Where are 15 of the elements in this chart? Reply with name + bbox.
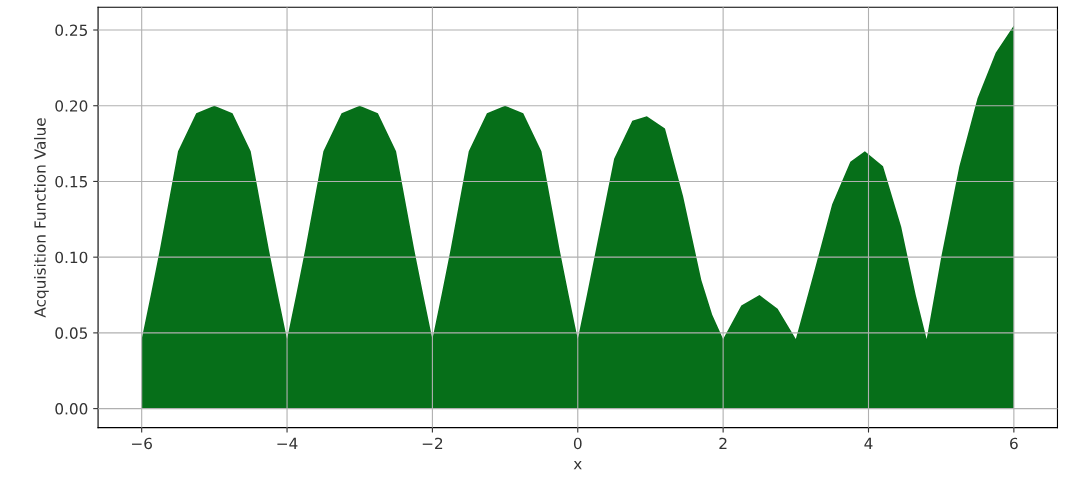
x-tick-label: −4 (277, 437, 298, 450)
y-tick-label: 0.05 (55, 327, 88, 339)
x-tick-label: −6 (132, 437, 152, 450)
y-axis-title: Acquisition Function Value (33, 118, 49, 318)
y-tick-label: 0.20 (55, 100, 88, 112)
x-axis-title: x (573, 461, 582, 470)
x-tick-label: 0 (573, 437, 582, 450)
x-tick-label: −2 (422, 437, 443, 450)
y-tick-label: 0.15 (55, 175, 88, 188)
y-tick-label: 0.25 (55, 24, 88, 37)
y-tick-label: 0.00 (55, 403, 88, 415)
x-tick-label: 2 (719, 437, 727, 450)
x-tick-label: 4 (864, 437, 873, 450)
y-tick-label: 0.10 (55, 251, 88, 264)
x-tick-label: 6 (1010, 437, 1018, 450)
